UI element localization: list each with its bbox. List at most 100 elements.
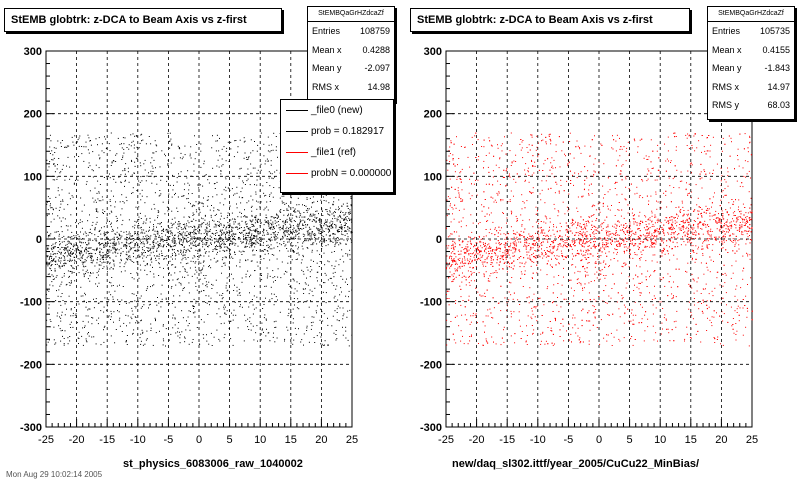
scatter-point <box>114 244 116 246</box>
scatter-point <box>308 238 310 240</box>
scatter-point <box>68 242 70 244</box>
scatter-point <box>281 202 283 204</box>
scatter-point <box>141 319 142 321</box>
scatter-point <box>231 226 233 228</box>
scatter-point <box>185 228 187 230</box>
scatter-point <box>541 180 543 182</box>
scatter-point <box>188 292 190 294</box>
scatter-point <box>125 231 127 233</box>
scatter-point <box>273 132 275 134</box>
scatter-point <box>119 201 121 203</box>
scatter-point <box>280 209 282 210</box>
scatter-point <box>319 284 321 286</box>
scatter-point <box>314 240 316 242</box>
scatter-point <box>116 153 118 155</box>
scatter-point <box>203 255 205 257</box>
scatter-point <box>255 240 257 241</box>
scatter-point <box>92 176 94 178</box>
scatter-point <box>202 283 204 285</box>
scatter-point <box>167 164 169 166</box>
scatter-point <box>86 244 87 246</box>
scatter-point <box>64 218 66 220</box>
scatter-point <box>174 237 176 239</box>
scatter-point <box>634 252 636 254</box>
scatter-point <box>346 202 348 204</box>
scatter-point <box>130 242 132 244</box>
scatter-point <box>127 237 128 239</box>
scatter-point <box>314 233 316 235</box>
scatter-point <box>125 261 127 263</box>
scatter-point <box>191 236 193 238</box>
scatter-point <box>130 316 132 318</box>
scatter-point <box>233 242 235 244</box>
scatter-point <box>247 168 249 170</box>
scatter-point <box>294 327 296 329</box>
scatter-point <box>75 242 77 244</box>
scatter-point <box>742 186 744 188</box>
scatter-point <box>166 255 168 257</box>
scatter-point <box>166 240 168 241</box>
scatter-point <box>132 192 134 194</box>
scatter-point <box>100 200 102 202</box>
scatter-point <box>315 217 317 219</box>
scatter-point <box>315 210 317 212</box>
scatter-point <box>243 230 245 231</box>
scatter-point <box>218 238 220 239</box>
scatter-point <box>321 234 322 236</box>
scatter-point <box>61 237 63 238</box>
scatter-point <box>216 301 218 303</box>
scatter-point <box>112 252 114 254</box>
scatter-point <box>308 341 310 343</box>
scatter-point <box>168 249 170 251</box>
scatter-point <box>47 169 49 171</box>
scatter-point <box>250 206 252 208</box>
scatter-point <box>143 221 145 223</box>
scatter-point <box>290 312 292 313</box>
scatter-point <box>344 227 346 229</box>
scatter-point <box>260 239 262 241</box>
scatter-point <box>92 239 94 241</box>
scatter-point <box>314 216 316 218</box>
scatter-point <box>274 234 276 236</box>
scatter-point <box>104 238 106 240</box>
scatter-point <box>256 250 257 251</box>
scatter-point <box>149 303 151 305</box>
scatter-point <box>88 162 90 164</box>
scatter-point <box>267 136 269 138</box>
scatter-point <box>274 217 276 218</box>
scatter-point <box>99 158 101 160</box>
scatter-point <box>47 255 49 257</box>
scatter-point <box>128 219 130 221</box>
scatter-point <box>288 234 290 236</box>
scatter-point <box>223 224 225 226</box>
scatter-point <box>78 249 79 251</box>
scatter-point <box>587 250 589 252</box>
scatter-point <box>96 262 98 264</box>
scatter-point <box>79 251 81 253</box>
scatter-point <box>216 134 218 136</box>
scatter-point <box>268 233 270 235</box>
scatter-point <box>52 247 54 249</box>
scatter-point <box>126 251 128 253</box>
scatter-point <box>219 202 221 204</box>
scatter-point <box>179 231 181 233</box>
scatter-point <box>160 179 162 181</box>
scatter-point <box>316 228 318 230</box>
scatter-point <box>85 249 87 250</box>
scatter-point <box>177 250 179 252</box>
scatter-point <box>182 289 184 291</box>
scatter-point <box>186 223 187 225</box>
scatter-point <box>89 140 91 142</box>
scatter-point <box>323 239 325 241</box>
scatter-point <box>253 225 255 227</box>
scatter-point <box>341 227 343 229</box>
scatter-point <box>238 196 240 198</box>
scatter-point <box>339 222 341 223</box>
scatter-point <box>147 247 149 249</box>
scatter-point <box>195 220 197 222</box>
scatter-point <box>283 195 285 197</box>
scatter-point <box>144 169 146 171</box>
scatter-point <box>99 258 101 260</box>
scatter-point <box>717 336 719 338</box>
scatter-point <box>83 204 85 206</box>
